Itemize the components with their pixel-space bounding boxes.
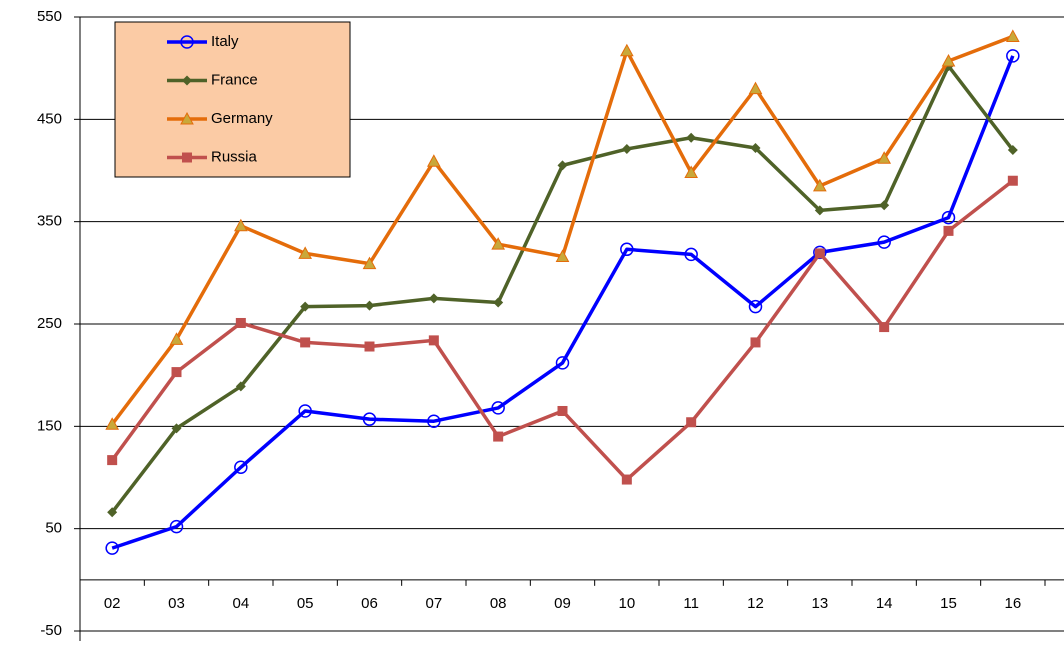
marker: [557, 405, 568, 416]
y-tick-label: 350: [37, 213, 62, 230]
x-tick-label: 02: [104, 595, 121, 612]
marker: [555, 356, 570, 370]
marker: [684, 165, 699, 179]
marker: [491, 237, 506, 250]
marker: [621, 144, 632, 155]
marker: [105, 541, 119, 555]
marker: [298, 404, 312, 418]
marker: [300, 301, 311, 312]
marker: [555, 249, 570, 262]
marker: [182, 75, 192, 86]
marker: [171, 423, 182, 434]
x-tick-label: 03: [168, 595, 185, 612]
legend: Italy France Germany Russia: [114, 21, 351, 178]
marker: [814, 248, 825, 259]
marker: [557, 160, 568, 171]
marker: [750, 337, 761, 348]
marker: [428, 335, 439, 346]
marker: [941, 53, 956, 67]
marker: [750, 142, 761, 153]
x-tick-label: 15: [940, 595, 957, 612]
marker: [619, 43, 634, 57]
marker: [1005, 29, 1020, 42]
legend-label: Russia: [211, 148, 258, 165]
marker: [621, 474, 632, 485]
marker: [428, 293, 439, 304]
marker: [879, 200, 890, 211]
marker: [812, 178, 827, 192]
marker: [684, 247, 698, 262]
marker: [620, 242, 634, 257]
marker: [943, 225, 954, 236]
y-tick-label: -50: [40, 622, 62, 639]
y-tick-label: 50: [45, 520, 62, 537]
marker: [182, 152, 192, 163]
marker: [748, 81, 763, 95]
marker: [235, 317, 246, 328]
x-tick-label: 08: [490, 595, 507, 612]
marker: [171, 367, 182, 378]
x-tick-label: 14: [876, 595, 893, 612]
marker: [362, 256, 377, 270]
marker: [300, 337, 311, 348]
y-tick-label: 150: [37, 417, 62, 434]
marker: [364, 300, 375, 311]
marker: [235, 381, 246, 392]
legend-label: France: [211, 71, 258, 88]
y-tick-label: 450: [37, 110, 62, 127]
legend-box: [114, 21, 351, 178]
marker: [491, 401, 505, 415]
y-tick-label: 550: [37, 8, 62, 25]
marker: [879, 322, 890, 333]
marker: [180, 111, 194, 125]
marker: [877, 151, 892, 164]
marker: [493, 431, 504, 442]
x-tick-label: 11: [683, 595, 699, 612]
x-tick-label: 05: [297, 595, 314, 612]
marker: [941, 210, 956, 225]
marker: [180, 35, 194, 49]
marker: [362, 412, 377, 426]
marker: [169, 519, 184, 534]
marker: [233, 218, 248, 232]
marker: [107, 507, 118, 518]
marker: [364, 341, 375, 352]
marker: [686, 132, 697, 143]
marker: [877, 235, 891, 249]
x-tick-label: 04: [232, 595, 249, 612]
marker: [169, 332, 184, 345]
marker: [748, 299, 763, 314]
marker: [105, 417, 120, 430]
marker: [1006, 49, 1020, 63]
x-tick-label: 07: [425, 595, 442, 612]
x-tick-label: 16: [1004, 595, 1021, 612]
x-tick-label: 06: [361, 595, 378, 612]
x-tick-label: 12: [747, 595, 764, 612]
y-tick-label: 250: [37, 315, 62, 332]
marker: [298, 246, 313, 259]
marker: [814, 205, 825, 216]
legend-label: Italy: [211, 33, 239, 50]
marker: [686, 417, 697, 428]
marker: [1007, 145, 1018, 156]
legend-label: Germany: [211, 110, 273, 127]
marker: [234, 460, 248, 475]
marker: [493, 297, 504, 308]
marker: [426, 154, 441, 167]
x-tick-label: 09: [554, 595, 571, 612]
series-line: [111, 55, 1015, 550]
x-tick-label: 10: [618, 595, 635, 612]
marker: [1007, 175, 1018, 186]
x-tick-label: 13: [811, 595, 828, 612]
marker: [107, 455, 118, 466]
marker: [427, 414, 441, 428]
